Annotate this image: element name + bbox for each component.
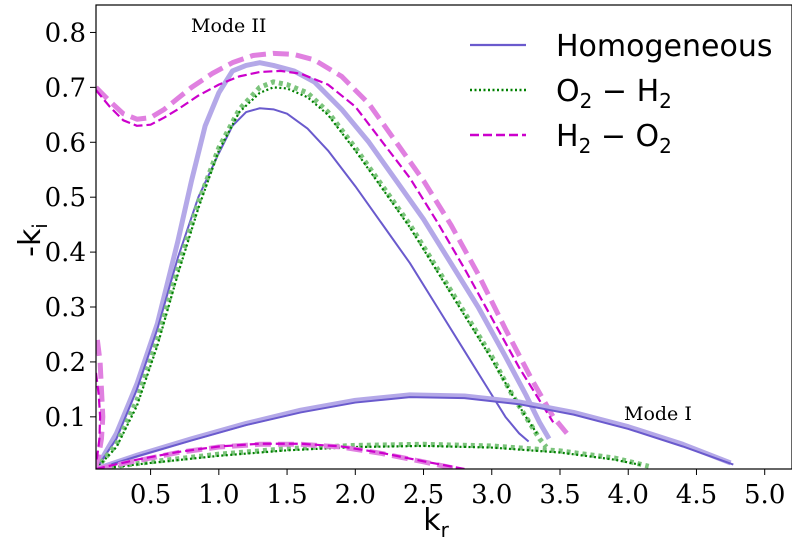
- y-tick-label: 0.3: [45, 293, 86, 323]
- plot-frame: [95, 4, 792, 470]
- series-line-homo-modeII-thin: [96, 107, 530, 469]
- series-line-homo-modeII-thick: [96, 60, 552, 469]
- y-tick-label: 0.7: [45, 73, 86, 103]
- y-axis-label: -ki: [13, 223, 52, 257]
- annotation-mode-ii: Mode II: [191, 15, 266, 37]
- x-tick-label: 4.0: [608, 480, 649, 510]
- series-layer: [96, 50, 734, 469]
- x-axis: 0.5 1.0 1.5 2.0 2.5 3.0 3.5 4.0 4.5 5.0: [130, 469, 785, 510]
- y-tick-label: 0.5: [45, 183, 86, 213]
- legend: Homogeneous O2 − H2 H2 − O2: [470, 29, 772, 158]
- legend-label-o2-h2: O2 − H2: [556, 74, 672, 113]
- series-line-homo-modeI-thin: [96, 396, 734, 469]
- y-tick-label: 0.1: [45, 403, 86, 433]
- y-tick-label: 0.8: [45, 18, 86, 48]
- series-line-h2o2-edge-thin: [96, 372, 102, 464]
- x-tick-label: 3.0: [471, 480, 512, 510]
- x-tick-label: 0.5: [130, 480, 171, 510]
- x-axis-label-sub: r: [441, 518, 450, 540]
- series-line-o2h2-modeI-thin: [96, 444, 643, 469]
- y-tick-label: 0.2: [45, 348, 86, 378]
- x-axis-label: kr: [423, 503, 449, 540]
- x-tick-label: 5.0: [744, 480, 785, 510]
- x-tick-label: 1.0: [198, 480, 239, 510]
- series-line-o2h2-modeII-thin: [96, 86, 538, 469]
- series-line-o2h2-modeI-thick: [96, 441, 650, 469]
- series-line-h2o2-edge-thick: [96, 339, 106, 467]
- x-tick-label: 4.5: [676, 480, 717, 510]
- series-line-h2o2-modeI-thin: [96, 442, 465, 469]
- y-tick-label: 0.6: [45, 128, 86, 158]
- series-line-h2o2-modeII-thin: [96, 69, 555, 423]
- series-line-o2h2-modeII-thick: [96, 79, 549, 469]
- x-tick-label: 2.5: [403, 480, 444, 510]
- x-tick-label: 1.5: [266, 480, 307, 510]
- legend-label-homogeneous: Homogeneous: [556, 29, 772, 64]
- x-tick-label: 2.0: [335, 480, 376, 510]
- x-tick-label: 3.5: [539, 480, 580, 510]
- legend-label-h2-o2: H2 − O2: [556, 119, 672, 158]
- series-line-homo-modeI-thick: [96, 392, 732, 469]
- y-tick-label: 0.4: [45, 238, 86, 268]
- y-axis: 0.1 0.2 0.3 0.4 0.5 0.6 0.7 0.8: [45, 18, 96, 433]
- series-line-h2o2-modeII-thick: [96, 50, 569, 435]
- y-axis-label-sub: i: [28, 223, 52, 229]
- annotation-mode-i: Mode I: [624, 403, 692, 425]
